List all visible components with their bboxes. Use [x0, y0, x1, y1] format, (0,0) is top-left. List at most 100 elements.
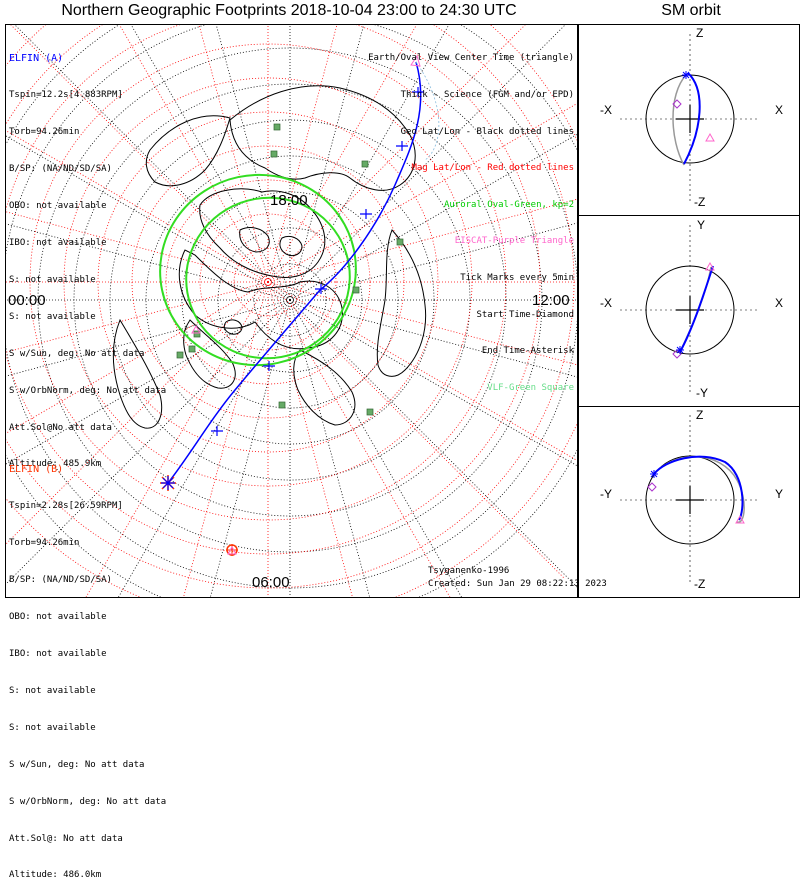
tick-mark	[396, 141, 408, 151]
created-label: Created: Sun Jan 29 08:22:13 2023	[428, 579, 607, 589]
sm3-right-label: Y	[775, 487, 784, 501]
tick-mark	[360, 209, 372, 219]
geo-lon-line	[289, 133, 577, 301]
mag-lon-line	[267, 281, 577, 366]
mag-lon-line	[198, 25, 269, 283]
coastline-arctic-islands	[239, 227, 303, 257]
geo-lon-line	[289, 25, 566, 301]
hour-label-bottom: 06:00	[252, 574, 290, 591]
sm2-left-label: -X	[600, 296, 612, 310]
elfin-a-line: S: not available	[9, 274, 96, 285]
mag-lon-line	[267, 281, 566, 580]
geo-lon-line	[289, 299, 577, 378]
hour-label-top: 18:00	[270, 192, 308, 209]
legend-item: Auroral Oval-Green, kp=2	[443, 199, 574, 210]
legend-item: Geo Lat/Lon - Black dotted lines	[400, 126, 574, 137]
mag-lon-line	[6, 281, 269, 353]
vlf-square	[396, 238, 404, 246]
elfin-b-line: Att.Sol@: No att data	[9, 833, 123, 844]
legend-item: Mag Lat/Lon - Red dotted lines	[411, 163, 574, 174]
end-asterisk	[682, 71, 690, 79]
elfin-b-line: OBO: not available	[9, 612, 107, 623]
elfin-a-track	[160, 54, 440, 491]
elfin-a-line: Tspin=12.2s[4.883RPM]	[9, 90, 123, 101]
sm-orbit-title: SM orbit	[661, 2, 721, 19]
eiscat-triangle	[191, 324, 201, 334]
mag-lon-line	[183, 281, 269, 597]
model-label: Tsyganenko-1996	[428, 566, 510, 576]
eiscat-triangle	[705, 132, 715, 142]
sm1-right-label: X	[775, 103, 784, 117]
auroral-oval-outer	[159, 173, 357, 367]
orbit-other	[672, 74, 687, 166]
geo-lon-line	[210, 299, 291, 597]
sm2-top-label: Y	[697, 218, 706, 232]
tick-mark	[211, 426, 223, 436]
elfin-a-line: Altitude: 485.9km	[9, 459, 102, 470]
elfin-b-line: S: not available	[9, 722, 96, 733]
legend-item: Tick Marks every 5min	[460, 273, 574, 284]
tick-mark	[315, 284, 327, 294]
legend-item: VLF-Green Square	[487, 382, 574, 393]
geo-lon-line	[289, 299, 370, 597]
mag-lon-line	[6, 211, 269, 283]
mag-lon-line	[267, 281, 353, 597]
footprint-map	[6, 25, 760, 597]
mag-lon-line	[85, 281, 269, 597]
elfin-b-line: Torb=94.26min	[9, 538, 80, 549]
geo-lon-line	[14, 25, 291, 301]
elfin-a-projection-line	[415, 61, 440, 161]
geo-lon-line	[289, 25, 365, 301]
geo-lon-line	[6, 299, 291, 377]
coastline-hudson	[183, 319, 236, 389]
sm-panel-3	[620, 415, 760, 585]
legend-item: EISCAT-Purple Triangle	[454, 236, 574, 247]
geo-lon-line	[289, 299, 577, 588]
elfin-a-line: Torb=94.26min	[9, 127, 80, 138]
elfin-a-info: ELFIN (A) Tspin=12.2s[4.883RPM] Torb=94.…	[9, 28, 166, 483]
eiscat-triangle	[735, 514, 745, 524]
mag-lat-circle	[97, 111, 439, 453]
sm1-left-label: -X	[600, 103, 612, 117]
vlf-square	[176, 351, 184, 359]
geo-lon-line	[215, 25, 291, 301]
eiscat-triangle	[227, 545, 237, 555]
auroral-oval-inner	[185, 196, 351, 360]
end-asterisk-a	[161, 476, 175, 490]
coastline-alaska	[293, 349, 356, 426]
elfin-a-name: ELFIN (A)	[9, 52, 64, 64]
footprint-map-frame	[5, 24, 578, 598]
mag-lon-line	[267, 281, 577, 461]
coastline-south	[112, 318, 163, 429]
elfin-a-line: OBO: not available	[9, 201, 107, 212]
hour-label-left: 00:00	[8, 292, 46, 309]
sm-panel-1	[620, 34, 760, 204]
geo-lon-line	[289, 299, 462, 597]
legend-item: Thick - Science (FGM and/or EPD)	[400, 90, 574, 101]
elfin-a-line: IBO: not available	[9, 238, 107, 249]
elfin-b-line: S: not available	[9, 685, 96, 696]
elfin-b-line: B/SP: (NA/ND/SD/SA)	[9, 575, 112, 586]
elfin-b-line: Tspin=2.28s[26.59RPM]	[9, 501, 123, 512]
mag-lon-line	[267, 103, 577, 283]
tick-mark	[412, 87, 424, 97]
mag-lon-line	[10, 25, 269, 283]
eiscat-triangle	[705, 261, 715, 271]
elfin-b-name: ELFIN (B)	[9, 463, 64, 475]
end-asterisk	[650, 470, 658, 478]
geo-lon-line	[118, 299, 291, 597]
elfin-b-line: S w/Sun, deg: No att data	[9, 759, 145, 770]
orbit-track	[679, 265, 714, 353]
sm1-bottom-label: -Z	[694, 195, 706, 209]
elfin-b-marker	[226, 544, 238, 556]
start-diamond	[647, 482, 657, 492]
vlf-stations	[176, 123, 404, 416]
mag-lat-circle	[6, 25, 541, 555]
mag-lon-line	[267, 281, 451, 597]
coastline-small-1	[223, 319, 243, 335]
elfin-a-line: S w/Sun, deg: No att data	[9, 348, 145, 359]
coastline-europe-asia	[229, 85, 416, 191]
coastlines	[112, 85, 427, 429]
end-asterisk	[676, 346, 684, 354]
mag-lon-line	[119, 25, 269, 283]
